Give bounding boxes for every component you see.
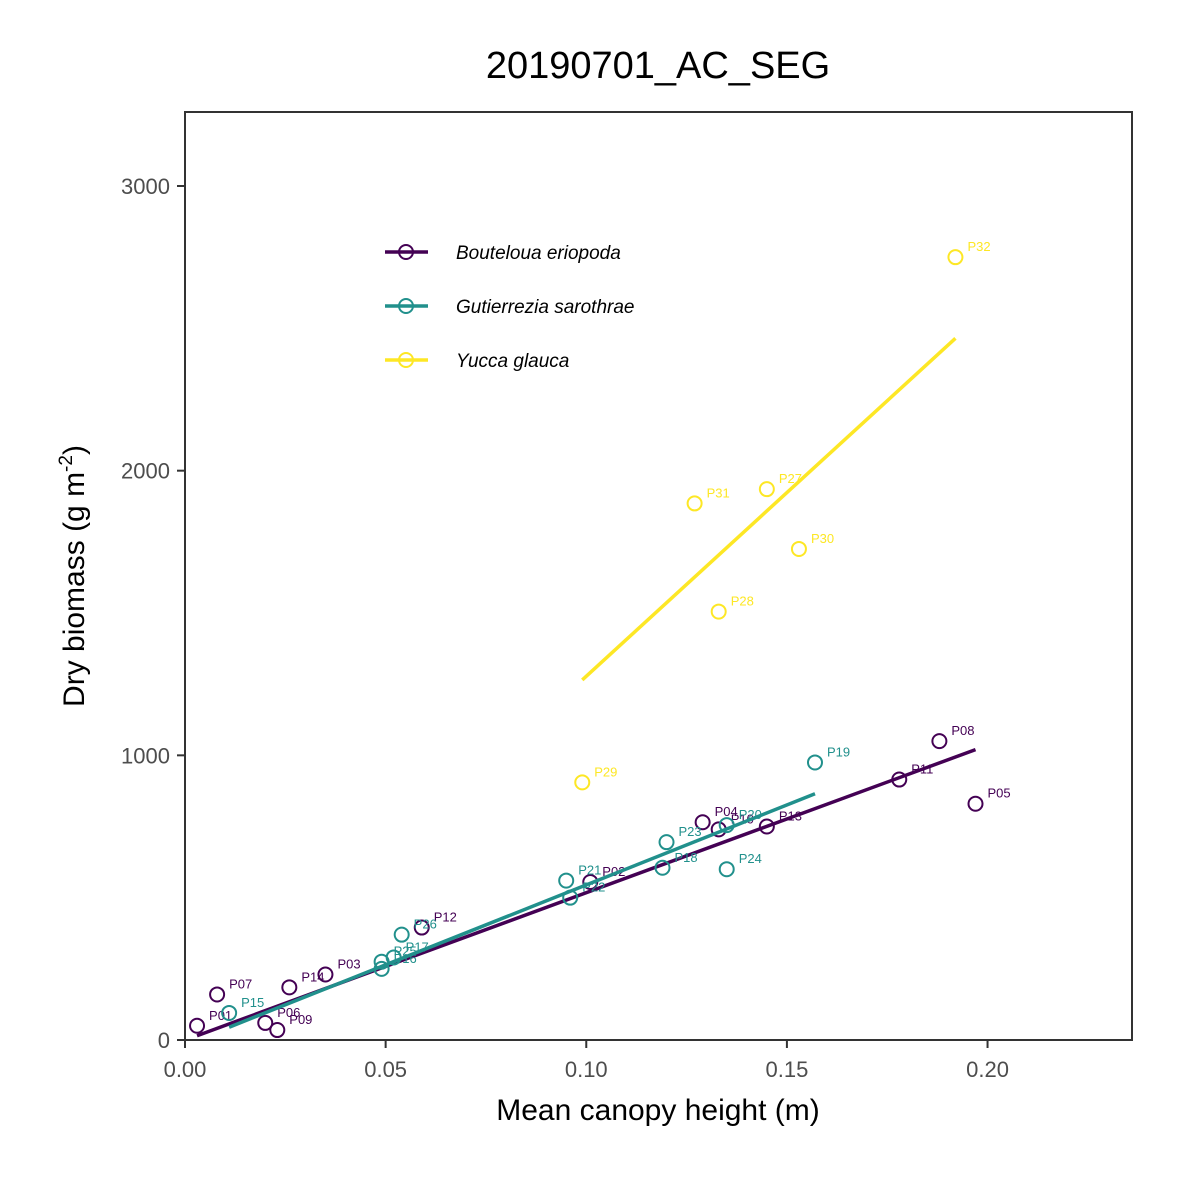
y-axis-title: Dry biomass (g m-2) [56, 445, 91, 707]
y-axis-title-close: ) [58, 445, 91, 455]
data-point [317, 966, 334, 983]
data-point [373, 960, 390, 977]
data-point-label: P22 [582, 880, 605, 895]
legend-key-point [398, 298, 414, 314]
legend-label: Bouteloua eriopoda [456, 243, 621, 264]
legend-key-point [398, 244, 414, 260]
data-point [562, 889, 579, 906]
data-point-label: P11 [911, 762, 933, 777]
legend-label: Gutierrezia sarothrae [456, 297, 634, 318]
x-axis: 0.00 0.05 0.10 0.15 0.20 [164, 1040, 1009, 1082]
data-point [658, 834, 675, 851]
y-tick-label: 3000 [121, 174, 170, 199]
data-point-label: P30 [811, 531, 834, 546]
data-point [710, 603, 727, 620]
data-point-label: P14 [301, 969, 324, 984]
data-point-label: P09 [289, 1012, 312, 1027]
data-point [931, 733, 948, 750]
y-tick-label: 0 [158, 1028, 170, 1053]
y-axis-title-main: Dry biomass (g m [58, 472, 91, 707]
data-point-label: P28 [731, 594, 754, 609]
data-point-label: P21 [578, 863, 601, 878]
data-point [686, 495, 703, 512]
data-point [189, 1017, 206, 1034]
legend-label: Yucca glauca [456, 351, 569, 372]
data-point-label: P32 [967, 239, 990, 254]
chart-title: 20190701_AC_SEG [486, 45, 830, 87]
series-fit-line [581, 337, 957, 682]
data-point [281, 979, 298, 996]
data-point [558, 872, 575, 889]
data-point [758, 481, 775, 498]
data-point [718, 861, 735, 878]
plot-panel-border [184, 111, 1133, 1041]
data-point [413, 919, 430, 936]
data-point [221, 1004, 238, 1021]
data-point [967, 795, 984, 812]
data-point [257, 1014, 274, 1031]
x-tick-label: 0.20 [966, 1057, 1009, 1082]
data-point-label: P29 [594, 764, 617, 779]
data-point-label: P24 [739, 851, 762, 866]
data-point-label: P12 [434, 910, 457, 925]
data-point-label: P23 [679, 824, 702, 839]
data-point [209, 986, 226, 1003]
data-point [947, 249, 964, 266]
data-point-label: P19 [827, 744, 850, 759]
legend: Bouteloua eriopoda Gutierrezia sarothrae Y… [385, 243, 634, 372]
x-tick-label: 0.15 [765, 1057, 808, 1082]
data-point [654, 859, 671, 876]
data-point [806, 754, 823, 771]
data-point [718, 817, 735, 834]
data-point-label: P04 [715, 804, 738, 819]
x-tick-label: 0.00 [164, 1057, 207, 1082]
y-tick-label: 1000 [121, 743, 170, 768]
data-point-label: P13 [779, 809, 802, 824]
data-point [393, 926, 410, 943]
data-point [891, 771, 908, 788]
y-axis: 0 1000 2000 3000 [121, 174, 185, 1053]
data-point [269, 1022, 286, 1039]
data-point [373, 953, 390, 970]
data-point-label: P05 [988, 786, 1011, 801]
data-point-label: P27 [779, 471, 802, 486]
data-point [574, 774, 591, 791]
legend-item: Yucca glauca [385, 351, 569, 372]
legend-key-point [398, 352, 414, 368]
data-point-label: P26 [414, 917, 437, 932]
data-point-label: P31 [707, 485, 730, 500]
data-point-label: P08 [951, 723, 974, 738]
data-point [790, 540, 807, 557]
data-point-label: P25 [394, 944, 417, 959]
data-point [694, 814, 711, 831]
data-point-label: P15 [241, 995, 264, 1010]
data-point-label: P17 [406, 939, 429, 954]
data-point-label: P06 [277, 1005, 300, 1020]
series-fit-line [228, 792, 816, 1029]
legend-item: Gutierrezia sarothrae [385, 297, 634, 318]
y-axis-title-superscript: -2 [56, 455, 77, 472]
series-3: P29 P31 P28 P27 P30 P32 [574, 239, 991, 791]
x-tick-label: 0.10 [565, 1057, 608, 1082]
data-point [758, 818, 775, 835]
data-point-label: P18 [675, 850, 698, 865]
data-point-label: P07 [229, 976, 252, 991]
y-tick-label: 2000 [121, 459, 170, 484]
x-axis-title: Mean canopy height (m) [496, 1094, 820, 1127]
data-point-label: P10 [731, 811, 754, 826]
legend-item: Bouteloua eriopoda [385, 243, 621, 264]
x-tick-label: 0.05 [364, 1057, 407, 1082]
data-point-label: P03 [337, 957, 360, 972]
data-point-label: P20 [739, 807, 762, 822]
